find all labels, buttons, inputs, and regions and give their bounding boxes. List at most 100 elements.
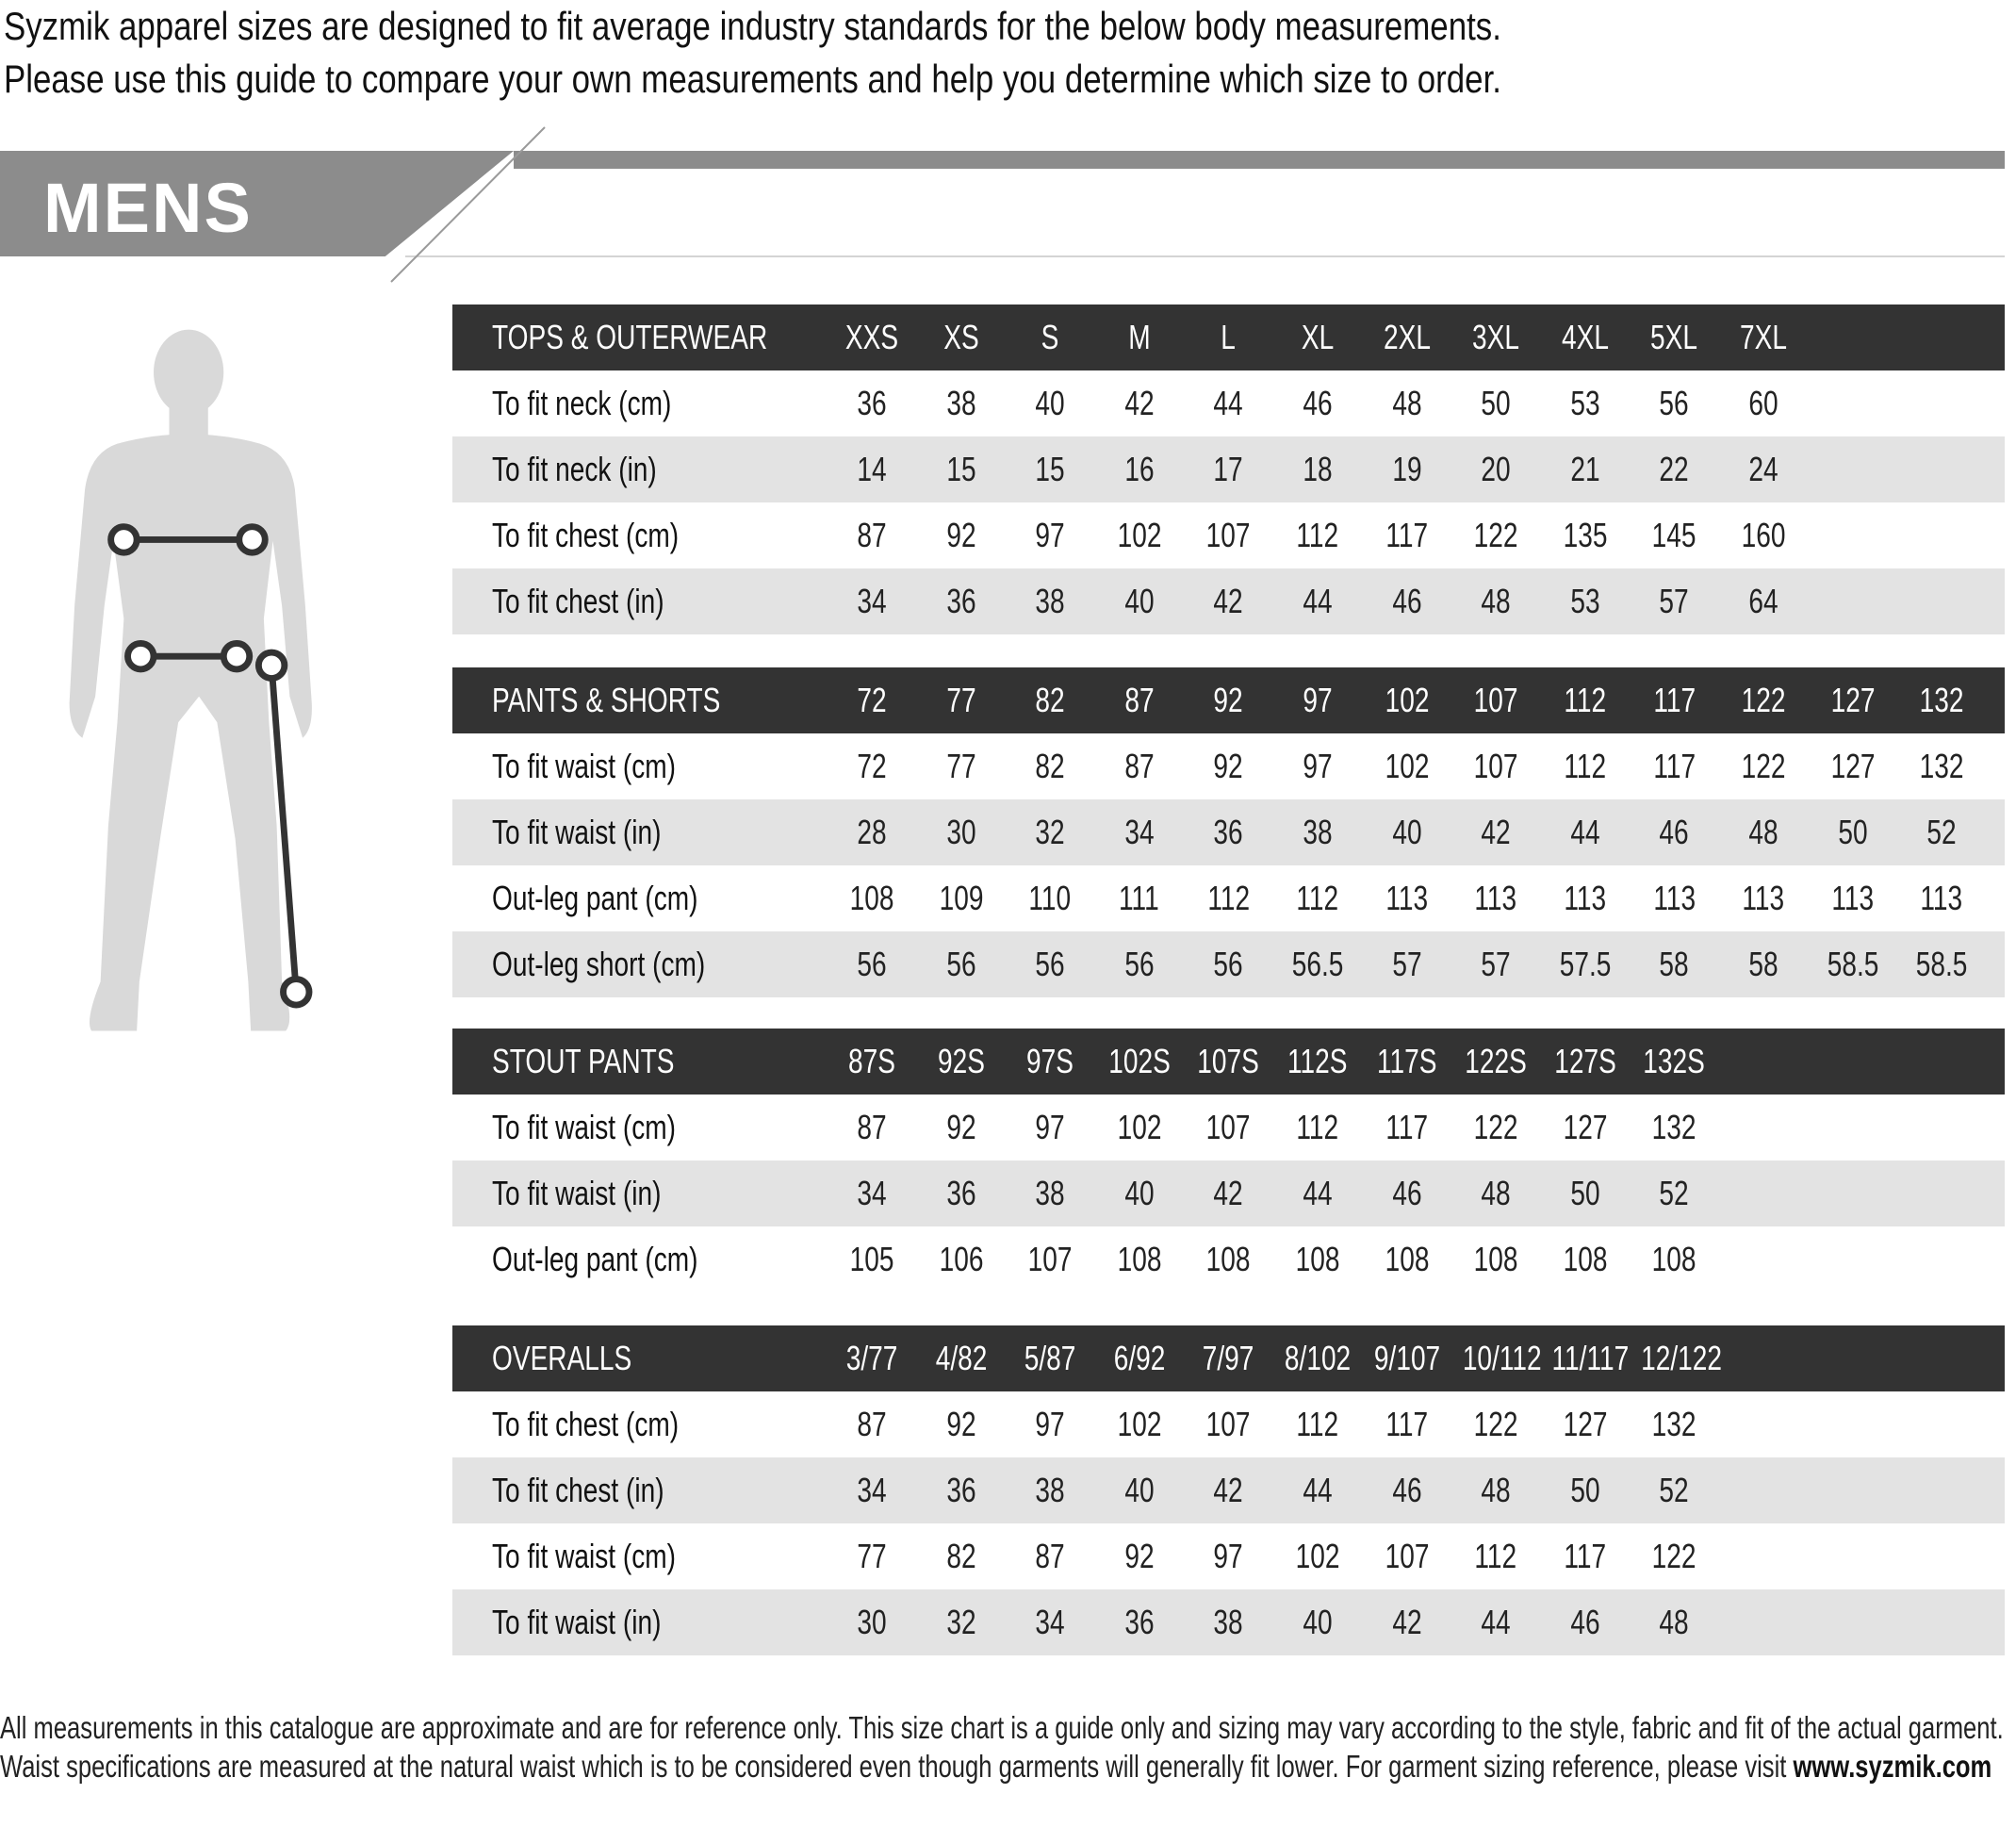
size-header-text: 87S bbox=[848, 1042, 895, 1080]
measurement-value-text: 113 bbox=[1385, 879, 1428, 917]
measurement-value: 77 bbox=[828, 1523, 916, 1589]
measurement-value: 112 bbox=[1273, 1391, 1362, 1457]
row-label-text: To fit neck (in) bbox=[492, 450, 657, 488]
measurement-value: 34 bbox=[828, 568, 916, 634]
measurement-value: 40 bbox=[1095, 568, 1184, 634]
row-label-text: To fit waist (in) bbox=[492, 1174, 662, 1212]
measurement-value-text: 56 bbox=[1124, 945, 1155, 983]
row-label-text: Out-leg pant (cm) bbox=[492, 879, 698, 917]
measurement-value-text: 46 bbox=[1570, 1603, 1600, 1641]
measurement-value: 42 bbox=[1095, 370, 1184, 436]
size-header-text: XL bbox=[1301, 318, 1335, 356]
size-header: 5/87 bbox=[1006, 1325, 1094, 1391]
measurement-value-text: 97 bbox=[1035, 1108, 1065, 1146]
table-row: To fit neck (cm) 36 38 40 42 44 46 48 50 53 56 60 bbox=[452, 370, 2005, 436]
measurement-value: 38 bbox=[1273, 799, 1362, 865]
measurement-value: 97 bbox=[1006, 1391, 1094, 1457]
measurement-value: 58.5 bbox=[1897, 931, 1986, 997]
size-header: 127 bbox=[1809, 667, 1897, 733]
measurement-value-text: 50 bbox=[1570, 1174, 1600, 1212]
measurement-value: 107 bbox=[1006, 1226, 1094, 1292]
measurement-value: 21 bbox=[1541, 436, 1630, 502]
measurement-value-text: 58.5 bbox=[1827, 945, 1878, 983]
measurement-value-text: 87 bbox=[1124, 747, 1155, 785]
measurement-value: 127 bbox=[1541, 1391, 1630, 1457]
measurement-value-text: 48 bbox=[1481, 582, 1511, 620]
measurement-value-text: 30 bbox=[945, 813, 976, 851]
measurement-value: 127 bbox=[1809, 733, 1897, 799]
measurement-value-text: 42 bbox=[1213, 1174, 1244, 1212]
measurement-value: 113 bbox=[1809, 865, 1897, 931]
row-label-text: To fit waist (cm) bbox=[492, 747, 677, 785]
measurement-value: 20 bbox=[1451, 436, 1540, 502]
measurement-value: 64 bbox=[1719, 568, 1808, 634]
measurement-value-text: 44 bbox=[1303, 582, 1333, 620]
measurement-value-text: 38 bbox=[945, 384, 976, 422]
table-header-row: TOPS & OUTERWEAR XXS XS S M L XL 2XL 3XL 4XL 5XL 7X… bbox=[452, 304, 2005, 370]
measurement-value-text: 108 bbox=[1117, 1240, 1162, 1278]
measurement-value: 38 bbox=[917, 370, 1006, 436]
size-header-text: 127S bbox=[1553, 1042, 1616, 1080]
measurement-value-text: 52 bbox=[1926, 813, 1957, 851]
measurement-value-text: 106 bbox=[939, 1240, 984, 1278]
measurement-value-text: 40 bbox=[1303, 1603, 1333, 1641]
measurement-value: 92 bbox=[917, 1095, 1006, 1160]
size-header-text: 117 bbox=[1653, 681, 1696, 719]
waist-marker-icon bbox=[220, 639, 254, 673]
measurement-value-text: 108 bbox=[1473, 1240, 1518, 1278]
measurement-value-text: 108 bbox=[1385, 1240, 1430, 1278]
size-table-pants-shorts: PANTS & SHORTS 72 77 82 87 92 97 102 107 112 117 12… bbox=[452, 667, 2005, 997]
measurement-value: 107 bbox=[1184, 1095, 1272, 1160]
measurement-value: 32 bbox=[1006, 799, 1094, 865]
measurement-value-text: 17 bbox=[1213, 450, 1244, 488]
measurement-value: 58 bbox=[1719, 931, 1808, 997]
measurement-value-text: 112 bbox=[1296, 879, 1339, 917]
measurement-value-text: 44 bbox=[1213, 384, 1244, 422]
measurement-value-text: 132 bbox=[1919, 747, 1964, 785]
intro-line-1: Syzmik apparel sizes are designed to fit… bbox=[4, 4, 1501, 48]
size-header-text: 102 bbox=[1385, 681, 1430, 719]
measurement-value-text: 44 bbox=[1570, 813, 1600, 851]
table-row: Out-leg pant (cm) 105 106 107 108 108 108 108 10… bbox=[452, 1226, 2005, 1292]
row-label: To fit chest (cm) bbox=[492, 502, 731, 568]
measurement-value: 113 bbox=[1897, 865, 1986, 931]
measurement-value-text: 113 bbox=[1564, 879, 1607, 917]
measurement-value-text: 44 bbox=[1481, 1603, 1511, 1641]
measurement-value-text: 107 bbox=[1385, 1537, 1430, 1575]
size-table-tops-outerwear: TOPS & OUTERWEAR XXS XS S M L XL 2XL 3XL 4XL 5XL 7X… bbox=[452, 304, 2005, 634]
measurement-value: 34 bbox=[1006, 1589, 1094, 1655]
measurement-value: 113 bbox=[1451, 865, 1540, 931]
size-header: 3/77 bbox=[828, 1325, 916, 1391]
measurement-value-text: 34 bbox=[1124, 813, 1155, 851]
measurement-value-text: 122 bbox=[1741, 747, 1786, 785]
measurement-value: 122 bbox=[1451, 502, 1540, 568]
measurement-value-text: 57 bbox=[1659, 582, 1690, 620]
measurement-value-text: 97 bbox=[1303, 747, 1333, 785]
measurement-value: 87 bbox=[828, 502, 916, 568]
measurement-value: 16 bbox=[1095, 436, 1184, 502]
measurement-value: 108 bbox=[1630, 1226, 1718, 1292]
outleg-marker-icon bbox=[254, 649, 288, 682]
table-row: To fit chest (in) 34 36 38 40 42 44 46 48 50 52 bbox=[452, 1457, 2005, 1523]
measurement-value: 57 bbox=[1451, 931, 1540, 997]
measurement-value: 117 bbox=[1363, 1095, 1451, 1160]
measurement-value: 112 bbox=[1273, 865, 1362, 931]
measurement-value-text: 58.5 bbox=[1915, 945, 1968, 983]
measurement-value-text: 112 bbox=[1296, 1108, 1339, 1146]
measurement-value-text: 53 bbox=[1570, 582, 1600, 620]
measurement-value-text: 108 bbox=[849, 879, 894, 917]
measurement-value: 87 bbox=[1006, 1523, 1094, 1589]
website-link[interactable]: www.syzmik.com bbox=[1793, 1749, 1992, 1784]
measurement-value: 127 bbox=[1541, 1095, 1630, 1160]
measurement-value-text: 16 bbox=[1124, 450, 1155, 488]
row-label: To fit chest (cm) bbox=[492, 1391, 731, 1457]
measurement-value-text: 38 bbox=[1035, 582, 1065, 620]
measurement-value: 44 bbox=[1273, 1160, 1362, 1226]
size-header-text: 6/92 bbox=[1113, 1339, 1166, 1377]
measurement-value: 97 bbox=[1184, 1523, 1272, 1589]
size-header: 5XL bbox=[1630, 304, 1718, 370]
size-header: XL bbox=[1273, 304, 1362, 370]
size-header-text: M bbox=[1128, 318, 1151, 356]
measurement-value-text: 112 bbox=[1296, 516, 1339, 554]
measurement-value-text: 36 bbox=[1213, 813, 1244, 851]
